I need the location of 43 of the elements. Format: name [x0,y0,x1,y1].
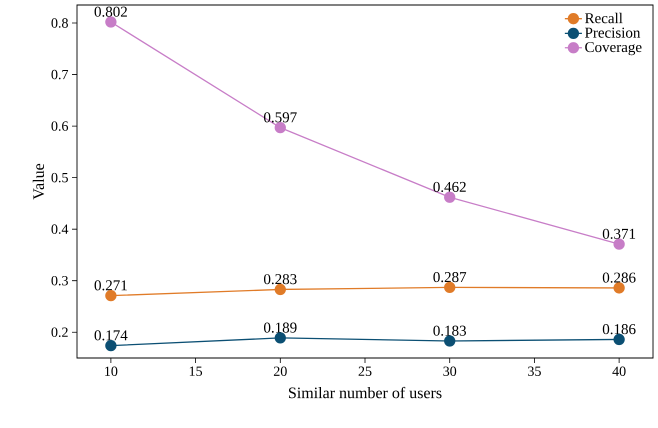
data-label: 0.183 [433,326,466,336]
legend-label: Coverage [585,42,642,56]
data-label: 0.174 [94,330,128,340]
x-tick-label: 20 [274,366,287,376]
y-tick-label: 0.3 [52,276,68,286]
x-tick-label: 15 [190,366,202,376]
data-label: 0.283 [264,274,297,284]
x-axis-title: Similar number of users [288,386,442,398]
data-label: 0.189 [264,322,297,333]
x-tick-label: 30 [443,366,456,376]
point [105,16,117,28]
y-tick-label: 0.5 [52,172,68,182]
point [274,284,286,296]
data-label: 0.597 [264,112,297,122]
x-tick-label: 35 [528,366,541,376]
point [105,340,117,352]
data-label: 0.462 [433,182,466,192]
data-label: 0.186 [602,324,636,334]
legend-label: Recall [585,12,623,24]
data-label: 0.371 [602,228,636,239]
point [105,290,117,302]
y-axis-title: Value [32,164,44,200]
point [613,282,625,294]
y-tick-label: 0.4 [52,224,68,234]
data-label: 0.271 [94,280,127,290]
point [444,282,456,294]
y-tick-label: 0.6 [52,121,68,131]
point [613,238,625,250]
x-tick-label: 25 [358,366,372,376]
x-tick-label: 40 [612,366,626,376]
point [613,334,625,346]
data-label: 0.802 [94,6,127,17]
x-tick-label: 10 [105,366,118,376]
point [274,332,286,344]
data-label: 0.287 [433,272,466,282]
y-tick-label: 0.8 [52,18,68,28]
point [274,122,286,134]
data-label: 0.286 [602,272,636,283]
point [444,192,456,203]
point [444,335,456,347]
legend-label: Precision [585,28,640,38]
y-tick-label: 0.2 [52,327,68,337]
y-tick-label: 0.7 [52,70,68,80]
